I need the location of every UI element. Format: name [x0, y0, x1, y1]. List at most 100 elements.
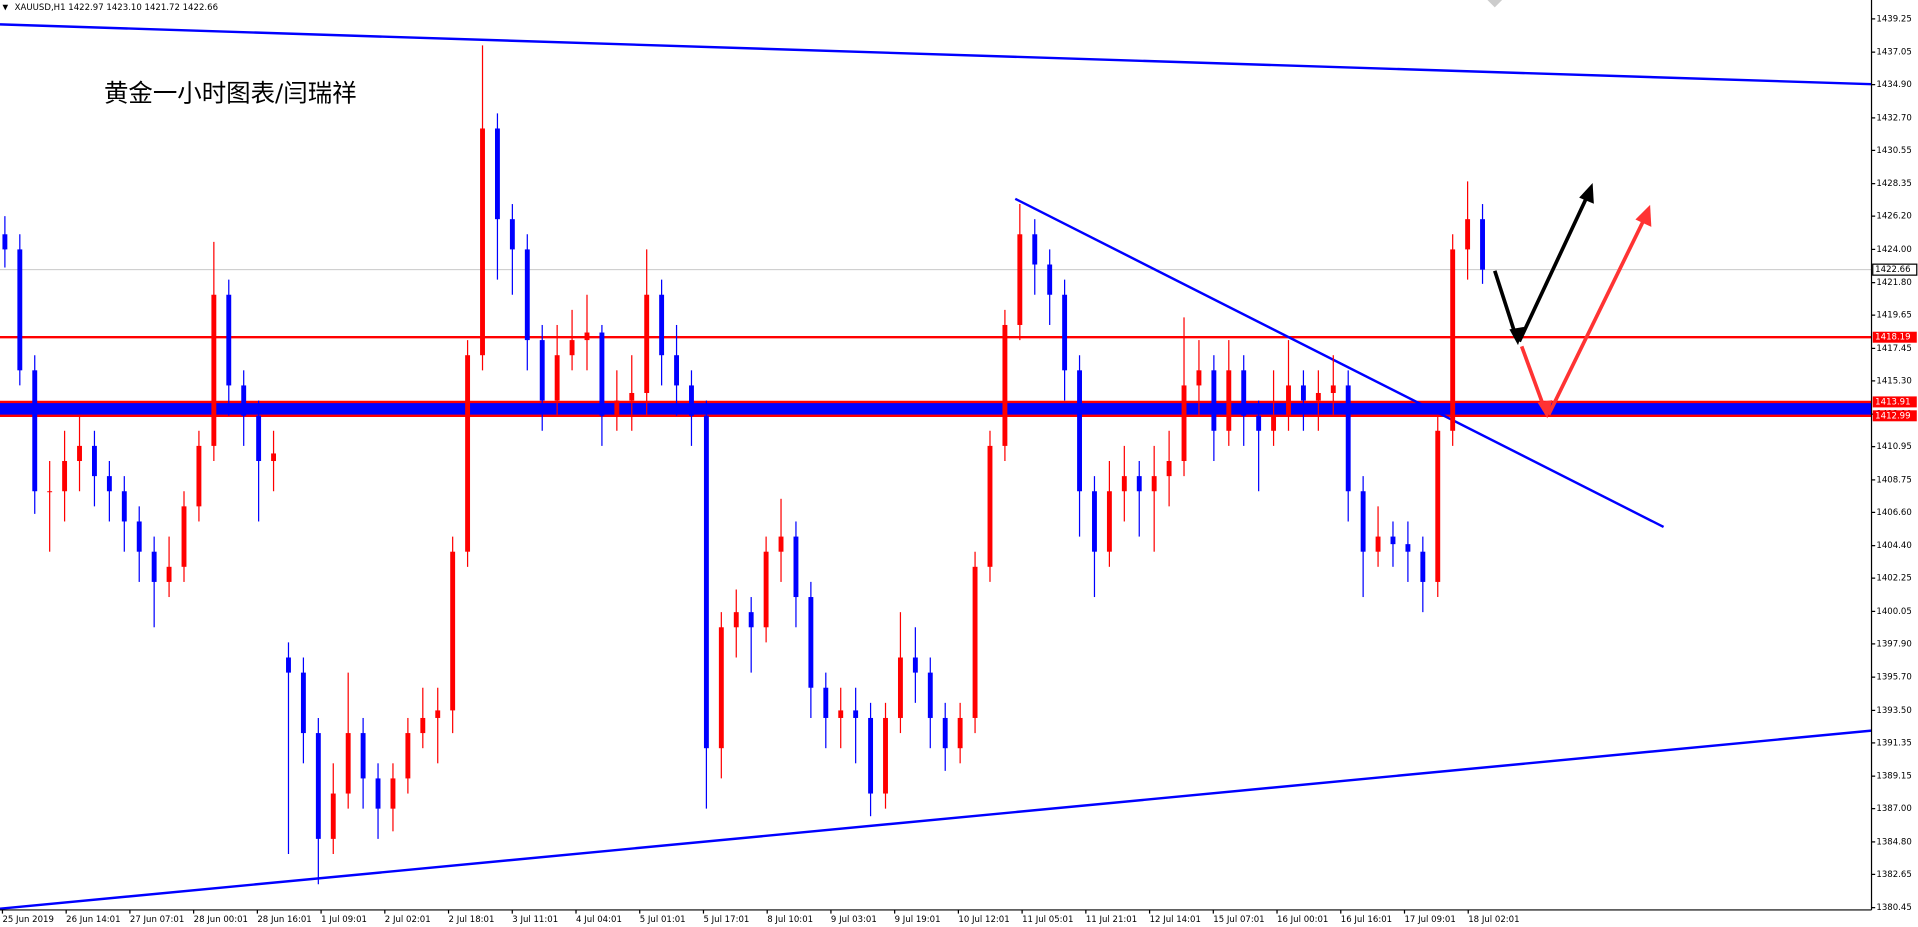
- y-tick-label: 1400.05: [1876, 607, 1911, 617]
- candle-body: [360, 733, 366, 779]
- y-tick-label: 1421.80: [1876, 278, 1911, 288]
- candle-body: [121, 491, 127, 522]
- candle-body: [405, 733, 411, 779]
- x-tick-label: 17 Jul 09:01: [1404, 915, 1455, 925]
- candle-body: [823, 687, 829, 718]
- candle-body: [629, 392, 635, 401]
- candle-body: [1315, 392, 1321, 401]
- candle-body: [912, 657, 918, 673]
- candle-body: [166, 566, 172, 582]
- arrow: [1493, 270, 1519, 340]
- candle-body: [1017, 234, 1023, 325]
- y-tick-label: 1384.80: [1876, 837, 1911, 847]
- arrow: [1517, 194, 1590, 343]
- candle-body: [793, 536, 799, 598]
- y-tick-label: 1424.00: [1876, 245, 1911, 255]
- arrow-head: [1509, 326, 1525, 346]
- x-tick-label: 16 Jul 00:01: [1277, 915, 1328, 925]
- candle-body: [1062, 294, 1068, 371]
- candle-body: [1047, 264, 1053, 295]
- candle-body: [390, 778, 396, 809]
- candle-body: [1196, 370, 1202, 386]
- candle-body: [853, 710, 859, 718]
- candle-body: [1241, 370, 1247, 416]
- candle-body: [1375, 536, 1381, 552]
- trend-line: [0, 23, 1872, 86]
- arrow: [1519, 345, 1547, 411]
- candle-body: [420, 717, 426, 734]
- x-tick-label: 28 Jun 00:01: [194, 915, 248, 925]
- candle-body: [226, 294, 232, 386]
- price-tag: [1872, 410, 1917, 422]
- x-tick-label: 5 Jul 17:01: [703, 915, 749, 925]
- y-tick-label: 1415.30: [1876, 376, 1911, 386]
- candle-body: [181, 506, 187, 567]
- x-tick-label: 2 Jul 18:01: [449, 915, 495, 925]
- arrow-head: [1579, 182, 1594, 204]
- price-tag-label: 1413.91: [1875, 397, 1910, 407]
- candle-body: [927, 672, 933, 718]
- arrow: [1546, 218, 1646, 416]
- y-tick-label: 1432.70: [1876, 113, 1911, 123]
- candle-body: [1345, 385, 1351, 492]
- candle-body: [1480, 219, 1485, 270]
- candle-body: [286, 657, 291, 673]
- arrow-head: [1635, 204, 1652, 227]
- y-tick-label: 1410.95: [1876, 442, 1911, 452]
- candle-body: [1121, 476, 1127, 492]
- candle-body: [1181, 385, 1187, 462]
- y-tick-label: 1406.60: [1876, 508, 1911, 518]
- price-tag-label: 1418.19: [1875, 333, 1910, 343]
- candle-body: [47, 491, 53, 493]
- candle-body: [703, 415, 709, 749]
- candle-body: [748, 612, 754, 628]
- candle-body: [300, 672, 306, 734]
- candle-body: [1092, 491, 1097, 552]
- candle-body: [480, 128, 485, 356]
- candle-body: [808, 597, 814, 688]
- candle-body: [1271, 415, 1277, 431]
- price-tag: [1872, 331, 1917, 343]
- candle-body: [778, 536, 784, 552]
- candle-body: [689, 385, 694, 416]
- candles: [2, 45, 1485, 885]
- y-tick-label: 1395.70: [1876, 673, 1911, 683]
- candle-body: [1077, 370, 1082, 492]
- candle-body: [957, 717, 963, 749]
- x-tick-label: 10 Jul 12:01: [958, 915, 1009, 925]
- price-tag-label: 1412.99: [1875, 411, 1910, 421]
- y-tick-label: 1404.40: [1876, 541, 1911, 551]
- x-tick-label: 8 Jul 10:01: [767, 915, 813, 925]
- trend-line: [0, 729, 1872, 910]
- candle-body: [196, 445, 202, 507]
- candle-body: [1420, 551, 1426, 582]
- y-tick-label: 1428.35: [1876, 179, 1911, 189]
- candle-body: [315, 733, 321, 839]
- x-tick-label: 11 Jul 21:01: [1086, 915, 1137, 925]
- candle-body: [62, 461, 68, 492]
- candle-body: [1256, 415, 1262, 431]
- candle-body: [674, 355, 679, 386]
- y-tick-label: 1434.90: [1876, 80, 1911, 90]
- candle-body: [271, 453, 277, 462]
- chart-header: XAUUSD,H1 1422.97 1423.10 1421.72 1422.6…: [15, 3, 218, 13]
- candle-body: [1166, 461, 1172, 477]
- price-tag-label: 1422.66: [1875, 265, 1910, 275]
- header-arrow: ▼: [2, 2, 8, 11]
- candle-body: [838, 710, 844, 718]
- candle-body: [1360, 491, 1366, 552]
- marker: [1487, 0, 1503, 8]
- candle-body: [644, 294, 650, 393]
- chart-title: 黄金一小时图表/闫瑞祥: [104, 79, 357, 108]
- candle-body: [435, 710, 441, 718]
- x-tick-label: 9 Jul 03:01: [831, 915, 877, 925]
- y-tick-label: 1437.05: [1876, 48, 1911, 58]
- candle-body: [763, 551, 769, 628]
- candle-body: [1286, 385, 1291, 416]
- candle-body: [599, 332, 605, 416]
- x-tick-label: 1 Jul 09:01: [321, 915, 367, 925]
- candle-body: [539, 340, 545, 401]
- x-tick-label: 18 Jul 02:01: [1468, 915, 1519, 925]
- candle-body: [211, 294, 217, 446]
